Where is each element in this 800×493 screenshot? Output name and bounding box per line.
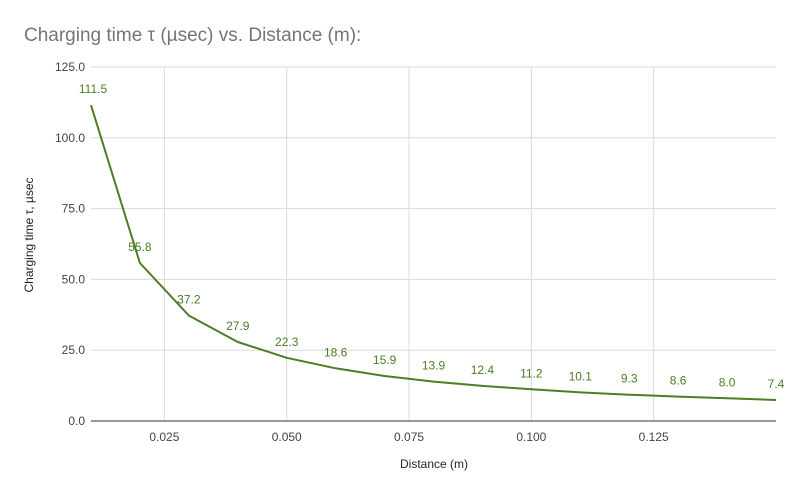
x-tick-label: 0.100 <box>516 430 546 444</box>
x-tick-label: 0.025 <box>149 430 179 444</box>
data-label: 13.9 <box>422 359 446 373</box>
x-tick-label: 0.075 <box>394 430 424 444</box>
data-label: 55.8 <box>128 240 152 254</box>
data-label: 12.4 <box>471 363 495 377</box>
data-label: 7.4 <box>768 377 785 391</box>
y-tick-label: 75.0 <box>62 202 86 216</box>
y-axis-title: Charging time τ, µsec <box>22 177 36 292</box>
series-line <box>90 104 777 401</box>
series-layer <box>90 104 777 401</box>
y-tick-label: 25.0 <box>62 343 86 357</box>
data-label: 11.2 <box>520 366 543 380</box>
data-label: 9.3 <box>621 372 638 386</box>
data-label: 22.3 <box>275 335 299 349</box>
y-tick-label: 125.0 <box>55 60 85 74</box>
x-tick-label: 0.050 <box>272 430 302 444</box>
data-labels: 111.5 55.8 37.2 27.9 22.3 18.6 15.9 13.9 12.4 11.… <box>79 82 785 391</box>
x-axis-ticks: 0.025 0.050 0.075 0.100 0.125 <box>149 430 669 444</box>
x-tick-label: 0.125 <box>639 430 669 444</box>
chart-title: Charging time τ (µsec) vs. Distance (m): <box>24 25 361 46</box>
data-label: 8.0 <box>719 375 736 389</box>
y-axis-ticks: 0.0 25.0 50.0 75.0 100.0 125.0 <box>55 60 85 428</box>
y-tick-label: 100.0 <box>55 131 85 145</box>
data-label: 111.5 <box>79 82 108 96</box>
data-label: 18.6 <box>324 345 348 359</box>
y-tick-label: 50.0 <box>62 272 86 286</box>
data-label: 37.2 <box>177 293 201 307</box>
data-label: 10.1 <box>569 369 593 383</box>
y-tick-label: 0.0 <box>68 414 85 428</box>
data-label: 15.9 <box>373 353 397 367</box>
data-label: 27.9 <box>226 319 250 333</box>
gridlines <box>91 66 776 422</box>
data-label: 8.6 <box>670 374 687 388</box>
x-axis-title: Distance (m) <box>400 457 468 471</box>
